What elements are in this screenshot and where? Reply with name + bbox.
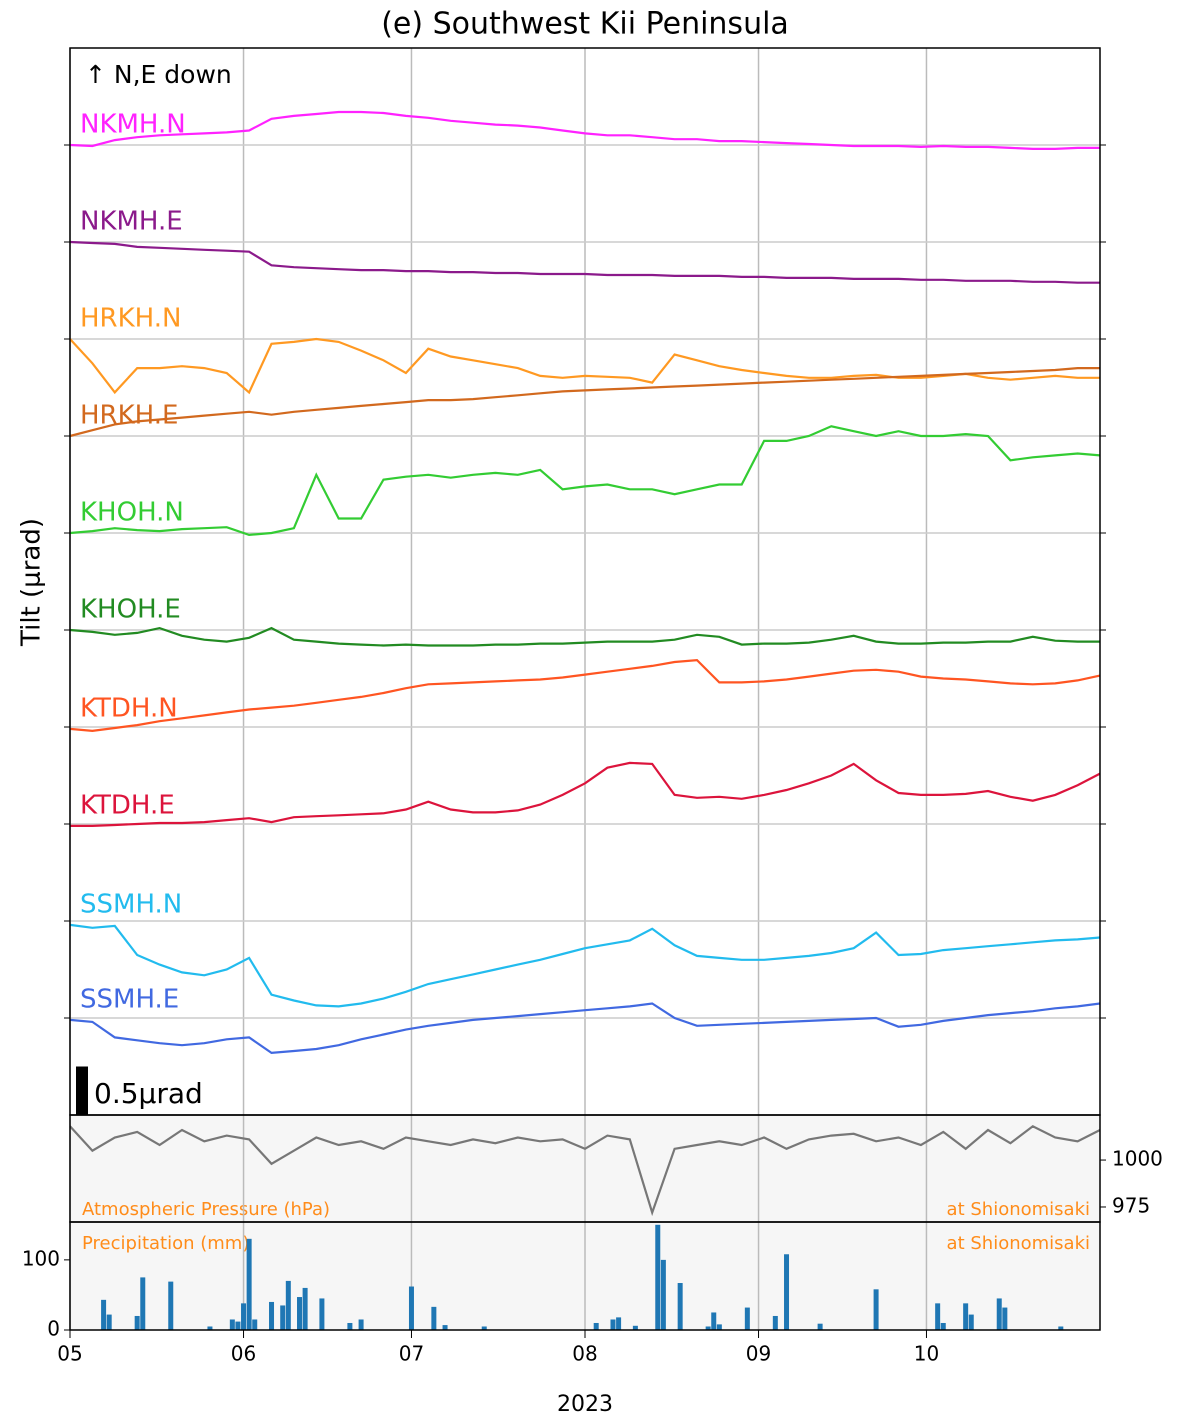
bar (246, 1238, 252, 1330)
bar (968, 1314, 974, 1330)
station-note: at Shionomisaki (947, 1233, 1090, 1254)
bar (705, 1326, 711, 1330)
y-tick-label: 100 (22, 1246, 60, 1270)
bar (358, 1319, 364, 1330)
x-tick-label: 07 (399, 1342, 424, 1366)
bar (616, 1317, 622, 1330)
bar (101, 1299, 107, 1330)
x-tick-label: 09 (746, 1342, 771, 1366)
x-tick-label: 06 (231, 1342, 256, 1366)
bar (655, 1224, 661, 1330)
x-tick-label: 10 (914, 1342, 939, 1366)
x-tick-label: 08 (572, 1342, 597, 1366)
bar (784, 1254, 790, 1330)
bar (716, 1324, 722, 1330)
panel-frame (69, 1221, 1101, 1331)
bar (996, 1298, 1002, 1330)
bar (940, 1322, 946, 1330)
series-line (69, 425, 1101, 537)
scale-bar (76, 1066, 88, 1115)
series-line (69, 240, 1100, 284)
bar (134, 1315, 140, 1330)
series-label: SSMH.N (80, 889, 182, 919)
bar (269, 1301, 275, 1330)
series-label: SSMH.E (80, 984, 179, 1014)
bar (140, 1277, 146, 1330)
series-label: KHOH.E (80, 595, 181, 625)
series-line (69, 626, 1100, 647)
bar (632, 1325, 638, 1330)
bar (235, 1321, 241, 1330)
bar (431, 1306, 437, 1330)
series-label: KTDH.E (80, 790, 175, 820)
bar (610, 1319, 616, 1330)
bar (241, 1303, 247, 1330)
series-line (70, 761, 1101, 827)
bar (408, 1286, 414, 1330)
bar (168, 1281, 174, 1330)
series-line (69, 1002, 1101, 1055)
panel-label: Precipitation (mm) (82, 1233, 249, 1254)
panel-label: Atmospheric Pressure (hPa) (82, 1199, 330, 1220)
y-tick-label: 975 (1112, 1193, 1150, 1217)
bar (207, 1326, 213, 1330)
bar (481, 1326, 487, 1330)
series-line (69, 110, 1100, 150)
bar (963, 1303, 969, 1330)
scale-bar-label: 0.5μrad (94, 1077, 203, 1110)
bar (593, 1322, 599, 1330)
bar (280, 1305, 286, 1330)
y-tick-label: 1000 (1112, 1147, 1163, 1171)
bar (442, 1325, 448, 1330)
series-label: KTDH.N (80, 693, 178, 723)
bar (772, 1315, 778, 1330)
chart-title: (e) Southwest Kii Peninsula (381, 7, 789, 42)
bar (319, 1298, 325, 1330)
bar (302, 1287, 308, 1330)
bar (660, 1259, 666, 1330)
x-tick-label: 05 (57, 1342, 82, 1366)
series-label: HRKH.N (80, 304, 181, 334)
series-label: NKMH.E (80, 207, 183, 237)
y-axis-label: Tilt (μrad) (17, 518, 47, 647)
series-line (69, 337, 1100, 395)
bar (744, 1307, 750, 1330)
bar (297, 1297, 303, 1330)
bar (229, 1319, 235, 1330)
bar (106, 1314, 112, 1330)
bar (873, 1289, 879, 1330)
series-line (69, 1125, 1101, 1217)
bar (347, 1322, 353, 1330)
y-tick-label: 0 (47, 1317, 60, 1341)
bar (1002, 1307, 1008, 1330)
series-label: HRKH.E (80, 401, 178, 431)
bar (677, 1283, 683, 1330)
bar (1058, 1326, 1064, 1330)
station-note: at Shionomisaki (947, 1199, 1090, 1220)
bar (711, 1312, 717, 1330)
series-line (69, 367, 1100, 438)
bar (252, 1319, 258, 1330)
series-line (69, 658, 1101, 733)
series-label: NKMH.N (80, 110, 186, 140)
annotation: ↑ N,E down (85, 60, 232, 89)
series-label: KHOH.N (80, 498, 184, 528)
bar (285, 1280, 291, 1330)
bar (817, 1323, 823, 1330)
bar (935, 1303, 941, 1330)
x-axis-label: 2023 (557, 1392, 613, 1417)
series-line (69, 923, 1101, 1008)
